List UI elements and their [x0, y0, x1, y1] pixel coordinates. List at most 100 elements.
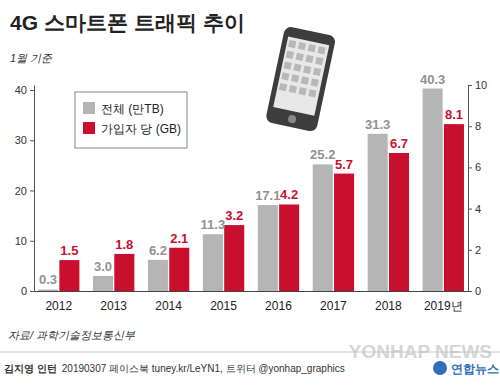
bar — [148, 260, 168, 291]
subtitle: 1월 기준 — [10, 52, 53, 64]
phone-app — [298, 42, 306, 50]
tick: 2016 — [265, 291, 292, 313]
tick: 2015 — [210, 291, 237, 313]
tick-mark — [30, 140, 34, 141]
phone-app — [301, 76, 309, 84]
tick-label: 2014 — [155, 299, 182, 313]
tick-label: 2018 — [375, 299, 402, 313]
tick-label: 6 — [475, 161, 481, 173]
data-label: 8.1 — [445, 107, 463, 122]
phone-app — [286, 51, 294, 59]
logo-mark — [433, 361, 447, 375]
tick-mark — [468, 209, 472, 210]
tick: 10 — [468, 79, 487, 91]
data-label: 2.1 — [170, 231, 188, 246]
axis-line — [468, 86, 469, 292]
bar — [389, 153, 409, 291]
legend-label: 전체 (만TB) — [101, 102, 164, 116]
credit-info: 20190307 페이스북 tuney.kr/LeYN1, 트위터 @yonha… — [62, 363, 345, 374]
phone-app — [308, 89, 316, 97]
tick: 10 — [15, 235, 34, 247]
phone-body — [265, 26, 336, 133]
tick-label: 10 — [15, 235, 27, 247]
tick-label: 30 — [15, 134, 27, 146]
tick: 2017 — [320, 291, 347, 313]
tick: 4 — [468, 203, 481, 215]
title: 4G 스마트폰 트래픽 추이 — [10, 11, 245, 34]
tick-label: 2 — [475, 244, 481, 256]
data-label: 3.0 — [94, 259, 112, 274]
tick-label: 40 — [15, 84, 27, 96]
bar — [444, 124, 464, 291]
logo: 연합뉴스 — [451, 362, 499, 376]
phone-app — [313, 68, 321, 76]
tick: 2019년 — [424, 291, 463, 313]
data-label: 1.5 — [60, 243, 78, 258]
bar — [334, 174, 354, 291]
phone-app — [303, 66, 311, 74]
bar — [313, 164, 333, 291]
data-label: 3.2 — [225, 208, 243, 223]
bar — [203, 234, 223, 291]
tick: 0 — [468, 285, 481, 297]
tick-mark — [30, 291, 34, 292]
tick-mark — [468, 85, 472, 86]
data-label: 5.7 — [335, 157, 353, 172]
phone-app — [305, 55, 313, 63]
phone-app — [311, 78, 319, 86]
tick: 30 — [15, 134, 34, 146]
y2-axis: 0246810 — [468, 79, 487, 297]
tick-mark — [468, 291, 472, 292]
tick-mark — [468, 250, 472, 251]
footer: YONHAP NEWS자료/ 과학기술정보통신부김지영 인턴20190307 페… — [0, 329, 500, 376]
bar — [114, 254, 134, 291]
tick-label: 0 — [475, 285, 481, 297]
tick-mark — [30, 241, 34, 242]
legend: 전체 (만TB) 가입자 당 (GB) — [75, 92, 187, 148]
data-label: 40.3 — [420, 72, 445, 87]
phone-app — [315, 57, 323, 65]
tick: 0 — [21, 285, 34, 297]
bar — [423, 89, 443, 291]
axis-line — [34, 86, 35, 292]
bar — [38, 289, 58, 291]
source: 자료/ 과학기술정보통신부 — [8, 329, 136, 341]
footer-rule — [0, 352, 500, 353]
bar — [59, 260, 79, 291]
data-label: 31.3 — [365, 117, 390, 132]
credit: 김지영 인턴20190307 페이스북 tuney.kr/LeYN1, 트위터 … — [4, 363, 345, 374]
tick: 6 — [468, 161, 481, 173]
tick-label: 2016 — [265, 299, 292, 313]
tick-label: 2019년 — [424, 299, 463, 313]
bar — [224, 225, 244, 291]
legend-label: 가입자 당 (GB) — [101, 122, 181, 136]
x-axis: 2012 2013 2014 2015 2016 2017 2018 2019년 — [35, 291, 469, 313]
phone-icon — [265, 26, 336, 133]
phone-screen — [273, 37, 329, 116]
chart: 4G 스마트폰 트래픽 추이1월 기준0.33.06.211.317.125.2… — [0, 0, 500, 385]
tick-label: 20 — [15, 185, 27, 197]
data-label: 0.3 — [39, 272, 57, 287]
tick: 2 — [468, 244, 481, 256]
tick-label: 0 — [21, 285, 27, 297]
bars — [38, 89, 464, 291]
phone-app — [291, 74, 299, 82]
data-label: 1.8 — [115, 237, 133, 252]
tick: 20 — [15, 185, 34, 197]
data-labels: 0.33.06.211.317.125.231.340.31.51.82.13.… — [39, 72, 463, 288]
phone-app — [296, 53, 304, 61]
tick-label: 2012 — [45, 299, 72, 313]
bar — [258, 205, 278, 291]
bar — [368, 134, 388, 291]
tick: 40 — [15, 84, 34, 96]
tick: 2013 — [100, 291, 127, 313]
bar — [279, 204, 299, 291]
tick: 2012 — [45, 291, 72, 313]
phone-app — [317, 46, 325, 54]
phone-app — [289, 85, 297, 93]
legend-swatch — [83, 122, 95, 134]
data-label: 25.2 — [310, 147, 335, 162]
phone-app — [308, 44, 316, 52]
data-label: 4.2 — [280, 187, 298, 202]
bar — [169, 248, 189, 291]
